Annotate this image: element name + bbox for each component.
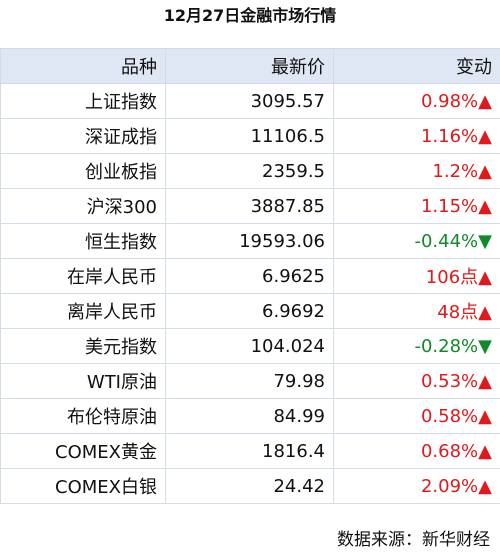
latest-price: 11106.5 [165,118,334,154]
table-row: COMEX白银 24.42 2.09%▲ [0,468,500,504]
table-row: 在岸人民币 6.9625 106点▲ [0,258,500,294]
title: 12月27日金融市场行情 [163,6,337,25]
change: 0.58%▲ [333,398,500,434]
table-row: 沪深300 3887.85 1.15%▲ [0,188,500,224]
change: 2.09%▲ [333,468,500,504]
instrument: WTI原油 [0,363,166,399]
latest-price: 6.9692 [165,293,334,329]
change: -0.28%▼ [333,328,500,364]
table-row: 上证指数 3095.57 0.98%▲ [0,83,500,119]
latest-price: 3887.85 [165,188,334,224]
latest-price: 2359.5 [165,153,334,189]
change: 1.16%▲ [333,118,500,154]
table-row: WTI原油 79.98 0.53%▲ [0,363,500,399]
instrument: COMEX白银 [0,468,166,504]
change: -0.44%▼ [333,223,500,259]
change: 0.68%▲ [333,433,500,469]
latest-price: 24.42 [165,468,334,504]
table-body: 上证指数 3095.57 0.98%▲ 深证成指 11106.5 1.16%▲ 创业板指 23… [0,83,500,504]
instrument: COMEX黄金 [0,433,166,469]
latest-price: 19593.06 [165,223,334,259]
change: 0.98%▲ [333,83,500,119]
change: 106点▲ [333,258,500,294]
change: 48点▲ [333,293,500,329]
instrument: 上证指数 [0,83,166,119]
instrument: 深证成指 [0,118,166,154]
latest-price: 1816.4 [165,433,334,469]
column-header: 品种 [0,48,166,84]
column-header: 最新价 [165,48,334,84]
source-note: 数据来源：新华财经 [337,530,490,550]
table-row: 创业板指 2359.5 1.2%▲ [0,153,500,189]
instrument: 在岸人民币 [0,258,166,294]
table-row: COMEX黄金 1816.4 0.68%▲ [0,433,500,469]
latest-price: 6.9625 [165,258,334,294]
instrument: 离岸人民币 [0,293,166,329]
instrument: 创业板指 [0,153,166,189]
table-row: 美元指数 104.024 -0.28%▼ [0,328,500,364]
table-row: 恒生指数 19593.06 -0.44%▼ [0,223,500,259]
table-row: 离岸人民币 6.9692 48点▲ [0,293,500,329]
change: 0.53%▲ [333,363,500,399]
table-row: 布伦特原油 84.99 0.58%▲ [0,398,500,434]
column-header: 变动 [333,48,500,84]
instrument: 布伦特原油 [0,398,166,434]
instrument: 沪深300 [0,188,166,224]
change: 1.2%▲ [333,153,500,189]
header-row: 品种 最新价 变动 [0,48,500,84]
instrument: 美元指数 [0,328,166,364]
change: 1.15%▲ [333,188,500,224]
table-row: 深证成指 11106.5 1.16%▲ [0,118,500,154]
latest-price: 79.98 [165,363,334,399]
market-table: 品种 最新价 变动 上证指数 3095.57 0.98%▲ 深证成指 11106.5 1.… [0,48,500,504]
latest-price: 3095.57 [165,83,334,119]
instrument: 恒生指数 [0,223,166,259]
latest-price: 104.024 [165,328,334,364]
latest-price: 84.99 [165,398,334,434]
